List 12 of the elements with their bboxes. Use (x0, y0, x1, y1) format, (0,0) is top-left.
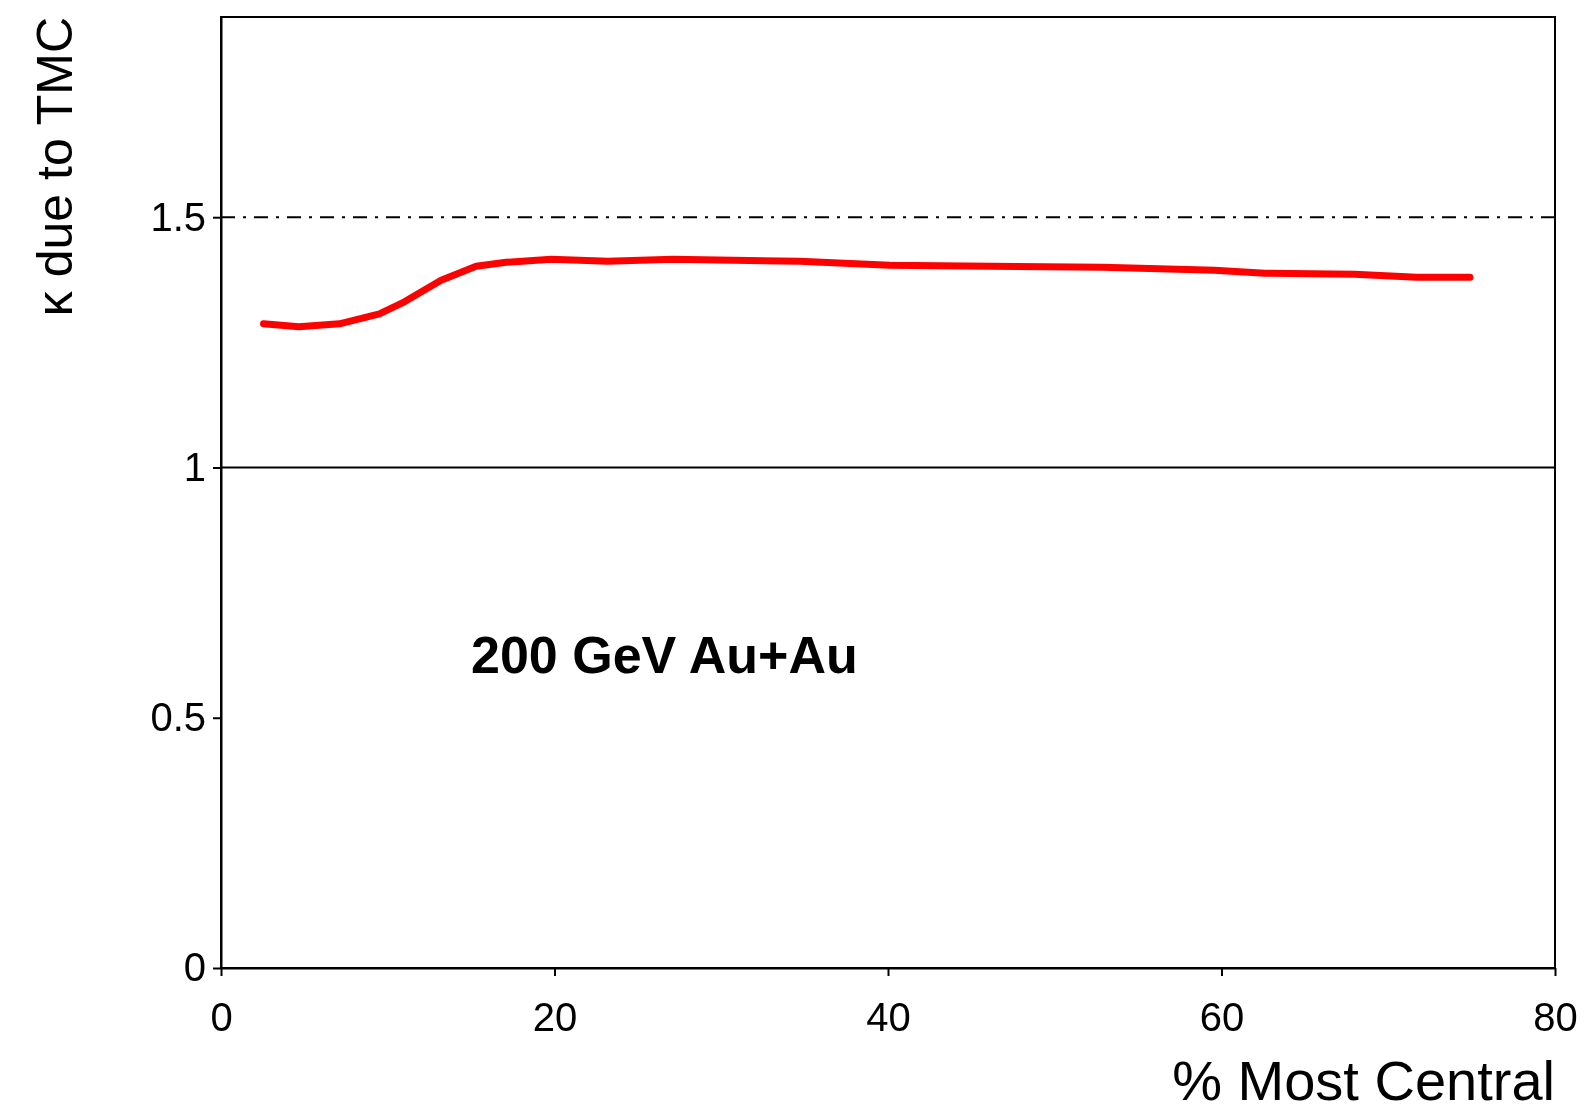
x-tick-label: 60 (1199, 995, 1245, 1039)
x-tick-label: 20 (532, 995, 578, 1039)
y-tick-label: 0.5 (150, 695, 206, 740)
y-tick-label: 1 (183, 444, 206, 489)
x-axis-title: % Most Central (1172, 1049, 1555, 1112)
y-tick-label: 1.5 (150, 194, 206, 239)
x-tick-label: 80 (1533, 995, 1578, 1039)
y-axis-title: κ due to TMC (27, 17, 83, 317)
annotation: 200 GeV Au+Au (471, 626, 858, 685)
y-tick-label: 0 (183, 945, 206, 990)
x-tick-label: 0 (210, 995, 233, 1039)
x-tick-label: 40 (866, 995, 911, 1039)
